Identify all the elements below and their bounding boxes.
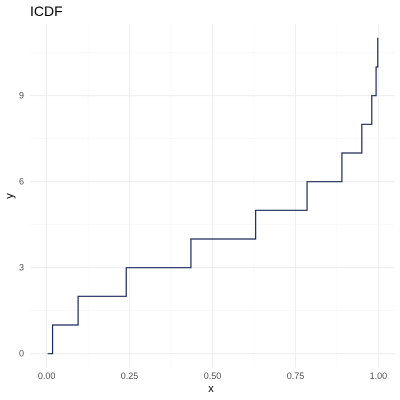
x-tick-label: 0.50 [204,371,222,381]
y-tick-label: 6 [19,177,24,187]
x-tick-label: 1.00 [370,371,388,381]
grid [30,24,395,368]
chart-title: ICDF [30,3,63,19]
x-tick-label: 0.25 [121,371,139,381]
y-axis-title: y [4,193,16,199]
x-tick-label: 0.00 [38,371,56,381]
y-tick-label: 3 [19,263,24,273]
step-line [47,37,379,355]
x-axis-title: x [208,383,214,395]
series-layer [47,37,379,355]
y-tick-label: 9 [19,91,24,101]
tick-labels: 0.00 0.25 0.50 0.75 1.00 0 3 6 9 [19,91,387,381]
y-tick-label: 0 [19,349,24,359]
x-tick-label: 0.75 [287,371,305,381]
